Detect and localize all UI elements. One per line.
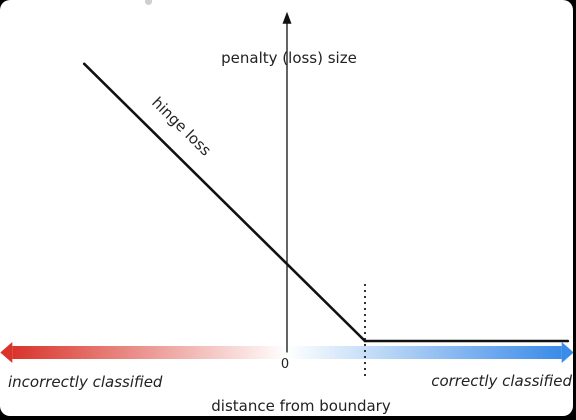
x-axis-label: distance from boundary [211, 397, 391, 415]
hinge-loss-label: hinge loss [148, 93, 215, 159]
incorrectly-classified-label: incorrectly classified [8, 373, 163, 391]
y-axis-label: penalty (loss) size [221, 49, 357, 67]
hinge-loss-point [83, 63, 86, 66]
correctly-classified-label: correctly classified [431, 372, 572, 390]
hinge-loss-point [567, 340, 570, 343]
x-axis-left-arrowhead [0, 342, 12, 363]
origin-tick-label: 0 [281, 357, 289, 372]
x-axis-right-arrowhead [562, 342, 573, 363]
hinge-loss-point [364, 340, 367, 343]
y-axis-arrowhead [283, 12, 292, 24]
